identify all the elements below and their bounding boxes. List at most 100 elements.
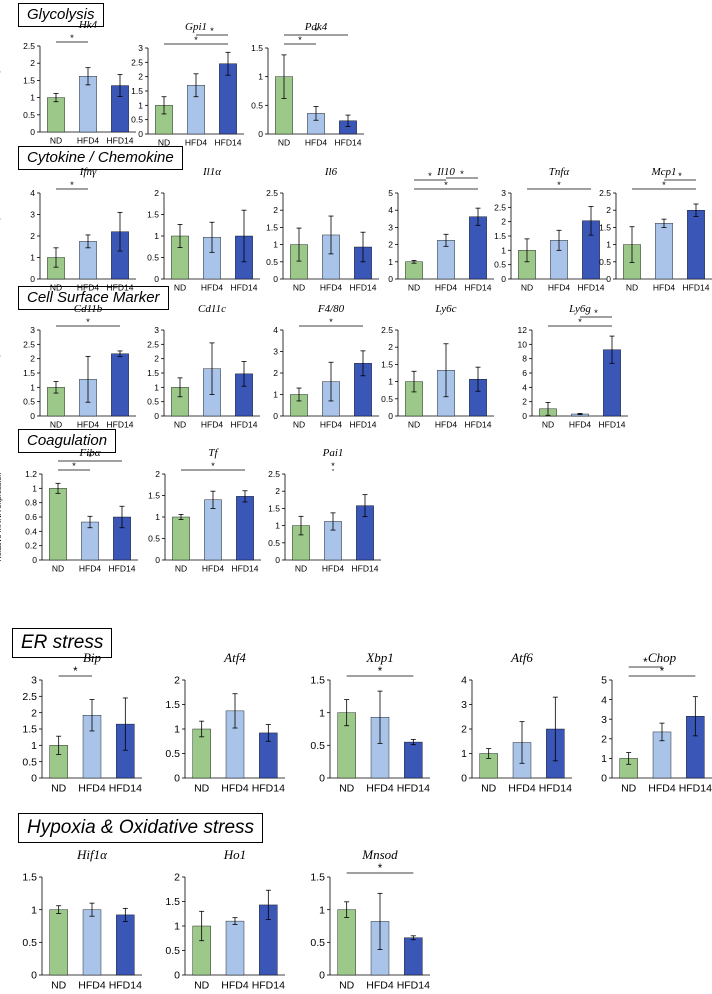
x-tick-label: ND (339, 783, 355, 795)
error-bar (117, 211, 123, 252)
y-tick-label: 0 (258, 129, 263, 139)
error-bar (588, 206, 594, 236)
bar-hfd14 (116, 914, 135, 976)
y-tick-label: 1.5 (148, 490, 160, 500)
x-tick-label: ND (50, 420, 62, 430)
significance-star: * (86, 317, 90, 328)
y-tick-label: 3 (154, 325, 159, 335)
x-tick-label: HFD14 (679, 783, 712, 795)
error-bar (53, 381, 59, 394)
y-tick-label: 4 (388, 205, 393, 215)
significance-star: * (678, 171, 682, 182)
x-tick-label: HFD4 (320, 283, 342, 293)
y-tick-label: 1.5 (599, 222, 611, 232)
y-tick-label: 1 (30, 252, 35, 262)
y-tick-label: 1.5 (147, 368, 159, 378)
x-tick-label: HFD4 (435, 283, 457, 293)
x-tick-label: ND (52, 564, 64, 574)
significance-star: * (428, 171, 432, 182)
y-tick-label: 3 (30, 325, 35, 335)
y-tick-label: 6 (522, 368, 527, 378)
y-axis-label: Relative mRNA expression (0, 472, 3, 561)
x-tick-label: ND (50, 136, 62, 146)
chart-ifn-: Ifnγ Relative mRNA expression 0 1 2 3 4 ND HFD4 H… (0, 166, 136, 293)
chart-fib-: Fibα Relative mRNA expression 0 0.2 0.4 0.6 0.… (0, 447, 138, 574)
x-tick-label: HFD4 (202, 564, 224, 574)
error-bar (241, 209, 247, 263)
chart-title: Cd11c (198, 303, 226, 315)
y-axis-label: Relative mRNA expression (0, 44, 1, 133)
x-tick-label: HFD4 (79, 564, 101, 574)
error-bar (85, 67, 91, 86)
error-bar (360, 350, 366, 377)
y-tick-label: 1 (31, 740, 37, 752)
significance-star: * (73, 666, 78, 678)
error-bar (122, 907, 128, 922)
y-tick-label: 2.5 (381, 325, 393, 335)
error-bar (328, 215, 334, 255)
chart-title: Ly6c (434, 303, 456, 315)
significance-star: * (194, 35, 198, 46)
y-tick-label: 2 (154, 354, 159, 364)
y-tick-label: 1 (461, 748, 467, 760)
y-tick-label: 0.6 (25, 512, 37, 522)
x-tick-label: ND (158, 138, 170, 148)
significance-star: * (314, 26, 318, 37)
y-tick-label: 1.5 (266, 222, 278, 232)
x-tick-label: ND (293, 420, 305, 430)
significance-star: * (378, 863, 383, 875)
error-bar (53, 93, 59, 103)
chart-title: Bip (83, 650, 102, 665)
error-bar (692, 696, 698, 737)
x-tick-label: HFD4 (648, 783, 676, 795)
error-bar (281, 54, 287, 99)
y-tick-label: 0 (30, 127, 35, 137)
error-bar (626, 752, 632, 765)
y-tick-label: 2 (155, 469, 160, 479)
chart-gpi1: Gpi1 0 0.5 1 1.5 2 2.5 3 ND HFD4 HFD14 * * (131, 21, 244, 148)
x-tick-label: HFD14 (397, 783, 430, 795)
y-tick-label: 3 (501, 188, 506, 198)
y-tick-label: 0.2 (25, 541, 37, 551)
chart-title: Ly6g (568, 303, 591, 315)
y-tick-label: 3 (30, 209, 35, 219)
y-tick-label: 0.5 (381, 394, 393, 404)
x-tick-label: HFD14 (578, 283, 605, 293)
chart-title: Xbp1 (365, 650, 393, 665)
y-tick-label: 2 (30, 354, 35, 364)
x-tick-label: HFD4 (78, 783, 106, 795)
y-tick-label: 0 (319, 970, 325, 982)
error-bar (475, 366, 481, 392)
bar-hfd14 (687, 210, 705, 280)
bar-hfd4 (204, 499, 222, 561)
x-tick-label: HFD14 (465, 420, 492, 430)
y-tick-label: 0 (154, 274, 159, 284)
y-tick-label: 0.5 (266, 257, 278, 267)
chart-atf4: Atf4 0 0.5 1 1.5 2 ND HFD4 HFD14 (165, 650, 285, 795)
chart-title: Ifnγ (79, 166, 97, 178)
chart-chop: Chop 0 1 2 3 4 5 ND HFD4 HFD14 * * (601, 650, 712, 795)
y-tick-label: 4 (273, 325, 278, 335)
y-tick-label: 0.5 (147, 397, 159, 407)
error-bar (545, 401, 551, 416)
y-tick-label: 2 (601, 733, 607, 745)
significance-star: * (70, 33, 74, 44)
significance-star: * (378, 666, 383, 678)
chart-title: Hif1α (76, 847, 108, 862)
x-tick-label: ND (408, 420, 420, 430)
error-bar (296, 227, 302, 262)
error-bar (119, 505, 125, 529)
chart-title: Mcp1 (650, 166, 676, 178)
y-tick-label: 1.5 (381, 359, 393, 369)
x-tick-label: HFD4 (201, 283, 223, 293)
y-tick-label: 1 (32, 483, 37, 493)
y-tick-label: 2 (174, 675, 180, 687)
y-tick-label: 0.5 (131, 115, 143, 125)
error-bar (56, 905, 62, 914)
y-tick-label: 3 (601, 714, 607, 726)
bar-nd (47, 97, 65, 133)
y-tick-label: 0.4 (25, 526, 37, 536)
x-tick-label: ND (295, 564, 307, 574)
y-tick-label: 1 (273, 240, 278, 250)
bar-nd (405, 261, 423, 280)
